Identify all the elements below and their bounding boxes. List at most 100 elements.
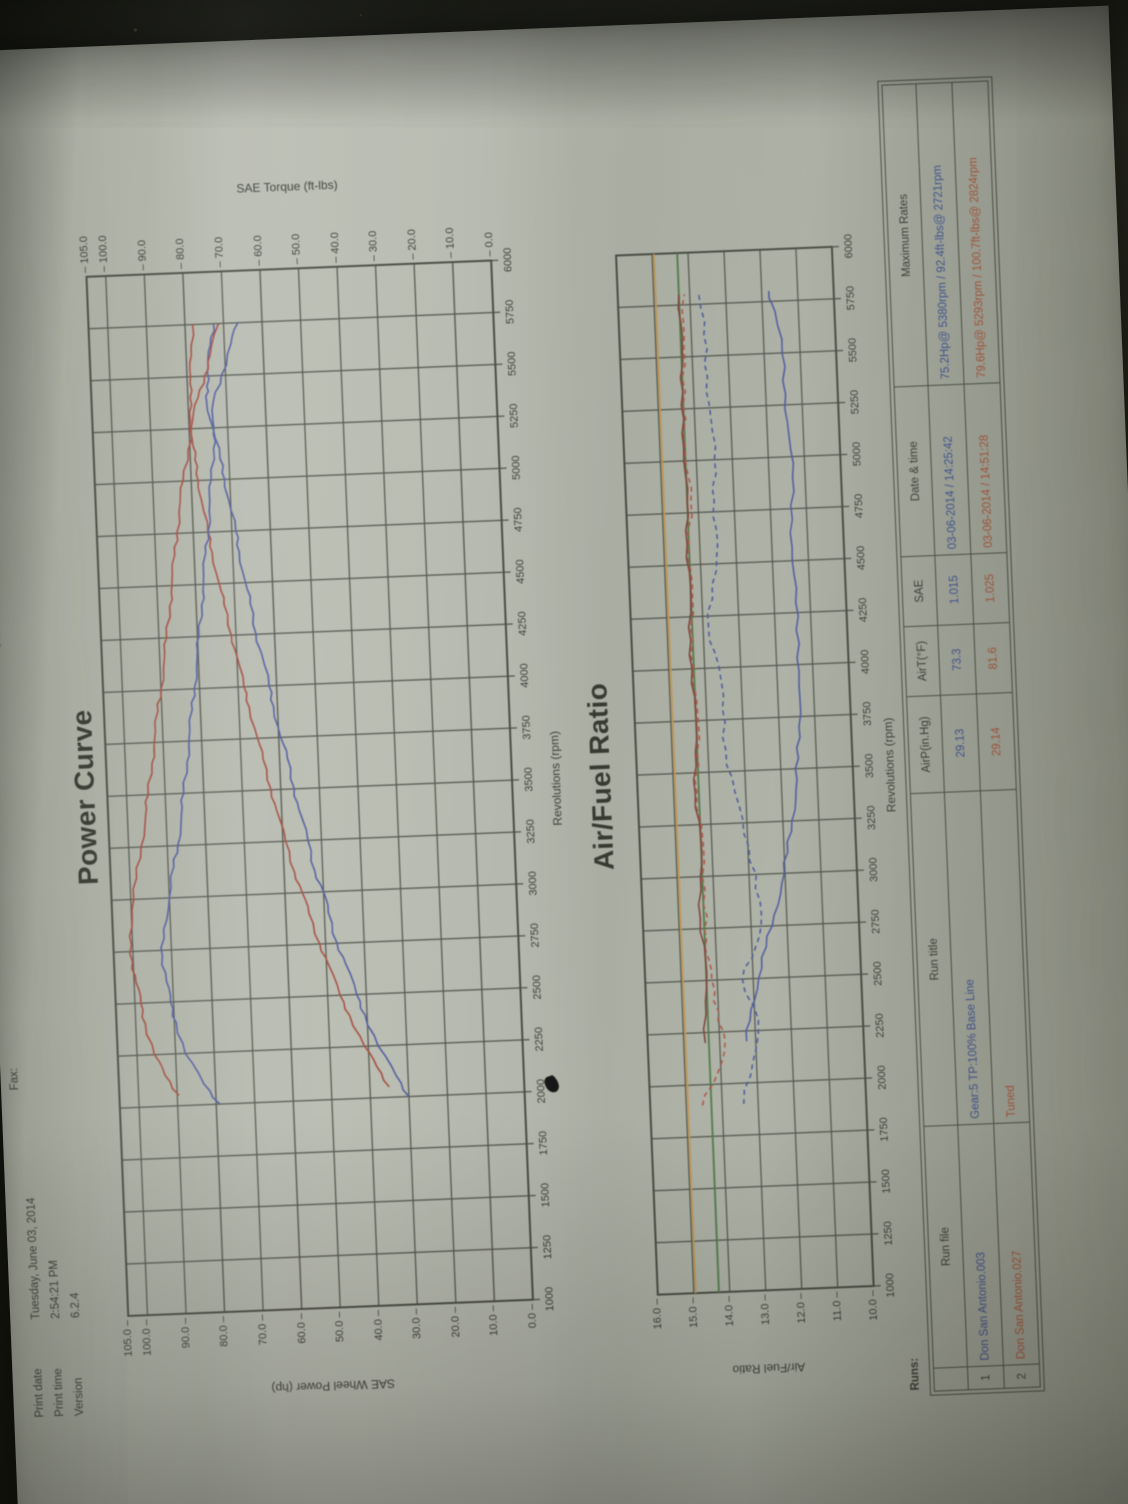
print-date-value: Tuesday, June 03, 2014: [25, 1197, 43, 1320]
run-cell: 81.6: [973, 622, 1013, 694]
x-tick-1000: 1000: [884, 1272, 898, 1298]
x-tick-3750: 3750: [861, 701, 875, 727]
y-tick-right-70: – 70.0: [213, 236, 227, 268]
x-tick-2500: 2500: [530, 974, 544, 1000]
air-fuel-title: Air/Fuel Ratio: [581, 682, 620, 871]
x-tick-6000: 6000: [501, 247, 515, 273]
y-tick-left-11: 11.0 –: [830, 1291, 845, 1322]
power-curve-title: Power Curve: [65, 708, 104, 886]
x-tick-4750: 4750: [852, 493, 866, 519]
series-afr-tuned: [677, 294, 708, 1044]
x-tick-3500: 3500: [863, 753, 877, 779]
series-afr-tuned-smoothed: [681, 294, 726, 1106]
run-cell: 1.015: [934, 554, 974, 626]
y-tick-right-50: – 50.0: [290, 233, 304, 265]
y-tick-right-40: – 40.0: [328, 231, 342, 264]
series-torque-tuned: [128, 323, 220, 1096]
y-tick-left-90: 90.0 –: [179, 1317, 193, 1349]
y-tick-left-60: 60.0 –: [294, 1312, 309, 1344]
y-tick-right-60: – 60.0: [251, 235, 265, 267]
x-tick-5750: 5750: [844, 285, 858, 311]
runs-table: Run file Run title AirP(in.Hg) AirT(°F) SAE D…: [880, 31, 1042, 1441]
x-tick-4250: 4250: [516, 611, 530, 637]
afr-x-axis-label: Revolutions (rpm): [880, 717, 899, 813]
run-number: 1: [967, 1365, 1005, 1390]
y-tick-left-10: 10.0 –: [866, 1289, 881, 1321]
x-tick-4750: 4750: [512, 507, 526, 533]
x-tick-5750: 5750: [503, 299, 517, 325]
y-tick-right-90: – 90.0: [135, 239, 150, 271]
y-tick-left-13: 13.0 –: [758, 1294, 773, 1326]
y-tick-left-50: 50.0 –: [333, 1311, 347, 1343]
x-tick-2000: 2000: [875, 1065, 889, 1090]
y-tick-left-10: 10.0 –: [487, 1305, 501, 1337]
col-header-AirP(in.Hg): AirP(in.Hg): [906, 695, 945, 794]
x-tick-3250: 3250: [524, 818, 538, 844]
print-time-value: 2:54:21 PM: [47, 1259, 63, 1320]
x-tick-5500: 5500: [505, 351, 519, 377]
x-tick-4500: 4500: [854, 545, 868, 571]
x-tick-5500: 5500: [846, 337, 860, 363]
x-tick-1250: 1250: [882, 1220, 896, 1246]
x-tick-1750: 1750: [877, 1116, 891, 1142]
print-date-label: Print date: [32, 1368, 47, 1418]
y-tick-right-20: – 20.0: [405, 228, 419, 260]
dyno-sheet-content: Print date Tuesday, June 03, 2014 Print …: [0, 6, 1128, 1504]
y-tick-left-70: 70.0 –: [256, 1314, 270, 1346]
runs-label: Runs:: [908, 1357, 922, 1391]
x-tick-3000: 3000: [526, 870, 540, 896]
run-cell: 1.025: [970, 552, 1010, 624]
y-tick-left-15: 15.0 –: [686, 1297, 701, 1329]
dyno-sheet-page: Print date Tuesday, June 03, 2014 Print …: [0, 5, 1128, 1504]
x-tick-1500: 1500: [539, 1182, 553, 1208]
x-tick-4000: 4000: [859, 649, 873, 675]
x-tick-2500: 2500: [871, 961, 885, 987]
run-number: 2: [1003, 1363, 1041, 1389]
runs-table-mount: Run file Run title AirP(in.Hg) AirT(°F) SAE D…: [0, 31, 1042, 1504]
x-tick-5250: 5250: [848, 389, 862, 415]
y-tick-right-80: – 80.0: [174, 238, 188, 270]
run-cell: 29.14: [976, 692, 1017, 791]
y-tick-right-100: – 100.0: [97, 235, 111, 273]
x-tick-2750: 2750: [528, 922, 542, 948]
version-label: Version: [72, 1377, 87, 1417]
x-tick-2750: 2750: [869, 909, 883, 935]
torque-y-axis-label: SAE Torque (ft-lbs): [236, 177, 338, 196]
y-tick-right-30: – 30.0: [367, 230, 381, 262]
y-tick-left-105: 105.0 –: [121, 1319, 135, 1357]
x-tick-1750: 1750: [537, 1130, 551, 1156]
x-tick-5000: 5000: [850, 441, 864, 467]
x-tick-3500: 3500: [522, 766, 536, 792]
y-tick-left-40: 40.0 –: [371, 1309, 386, 1341]
x-tick-2000: 2000: [535, 1078, 549, 1104]
run-cell: 73.3: [937, 623, 977, 696]
run-cell: 29.13: [940, 693, 981, 793]
col-header-AirT(°F): AirT(°F): [903, 625, 941, 697]
x-tick-5250: 5250: [507, 403, 521, 429]
x-tick-2250: 2250: [532, 1026, 546, 1052]
col-header-SAE: SAE: [900, 555, 938, 627]
series-torque-baseline: [160, 322, 239, 1105]
y-tick-right-105: – 105.0: [77, 235, 92, 274]
series-hp-tuned: [188, 324, 390, 1088]
y-tick-right-0: – 0.0: [483, 231, 497, 257]
x-tick-1000: 1000: [543, 1286, 557, 1312]
fax-label: Fax:: [8, 1067, 22, 1091]
x-tick-2250: 2250: [873, 1013, 887, 1039]
air-fuel-plot: [615, 245, 881, 1296]
y-tick-left-0: 0.0 –: [526, 1303, 540, 1329]
y-tick-left-30: 30.0 –: [410, 1308, 424, 1340]
y-tick-left-12: 12.0 –: [794, 1292, 809, 1324]
y-tick-left-16: 16.0 –: [650, 1298, 665, 1330]
col-header-num: [933, 1366, 969, 1392]
email-label: e-mail:: [0, 613, 4, 649]
x-tick-4500: 4500: [514, 559, 528, 585]
x-tick-5000: 5000: [510, 455, 523, 481]
y-tick-left-20: 20.0 –: [448, 1306, 463, 1338]
series-afr-stoich-ref: [652, 253, 697, 1294]
x-tick-3250: 3250: [865, 805, 879, 831]
x-tick-1250: 1250: [541, 1234, 555, 1260]
x-tick-3750: 3750: [520, 715, 534, 740]
run-cell: 03-06-2014 / 14:51:28: [964, 382, 1007, 555]
